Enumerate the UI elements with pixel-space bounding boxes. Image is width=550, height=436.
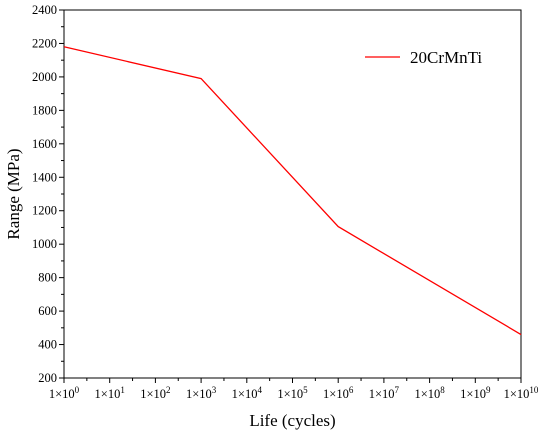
- x-tick-label: 1×106: [323, 385, 354, 401]
- x-tick-exponent: 3: [212, 385, 217, 395]
- y-axis-title: Range (MPa): [4, 148, 23, 239]
- x-tick-label: 1×1010: [504, 385, 539, 401]
- x-tick-label: 1×108: [414, 385, 445, 401]
- x-tick-label: 1×102: [140, 385, 170, 401]
- x-tick-mantissa: 1×10: [504, 387, 530, 401]
- x-tick-label: 1×104: [232, 385, 263, 401]
- axes: 200 400 600 800 1000 1200 1400 1600 1800 2000 2200…: [32, 3, 539, 401]
- legend-label: 20CrMnTi: [410, 48, 482, 67]
- y-tick-label: 1600: [32, 137, 57, 151]
- y-tick-label: 2200: [32, 36, 57, 50]
- y-tick-label: 400: [38, 338, 57, 352]
- x-tick-exponent: 4: [257, 385, 262, 395]
- x-tick-exponent: 1: [120, 385, 125, 395]
- x-tick-mantissa: 1×10: [49, 387, 75, 401]
- x-tick-mantissa: 1×10: [140, 387, 166, 401]
- x-tick-mantissa: 1×10: [460, 387, 486, 401]
- x-tick-mantissa: 1×10: [232, 387, 258, 401]
- y-tick-label: 1800: [32, 103, 57, 117]
- legend: 20CrMnTi: [365, 48, 482, 67]
- y-tick-label: 600: [38, 304, 57, 318]
- series-layer: [63, 46, 522, 336]
- x-tick-label: 1×100: [49, 385, 80, 401]
- x-tick-label: 1×109: [460, 385, 491, 401]
- series-line-20CrMnTi: [63, 46, 522, 336]
- y-tick-label: 200: [38, 371, 57, 385]
- x-tick-label: 1×103: [186, 385, 217, 401]
- y-tick-label: 800: [38, 271, 57, 285]
- y-tick-label: 1000: [32, 237, 57, 251]
- x-axis-title: Life (cycles): [249, 411, 335, 430]
- y-tick-label: 2000: [32, 70, 57, 84]
- y-tick-label: 1400: [32, 170, 57, 184]
- x-tick-label: 1×101: [95, 385, 125, 401]
- x-tick-mantissa: 1×10: [277, 387, 303, 401]
- x-tick-exponent: 10: [529, 385, 539, 395]
- x-tick-mantissa: 1×10: [323, 387, 349, 401]
- x-tick-exponent: 6: [349, 385, 354, 395]
- x-tick-exponent: 7: [395, 385, 400, 395]
- x-tick-mantissa: 1×10: [95, 387, 121, 401]
- x-tick-label: 1×107: [369, 385, 400, 401]
- x-tick-exponent: 8: [440, 385, 445, 395]
- x-tick-mantissa: 1×10: [369, 387, 395, 401]
- x-tick-exponent: 5: [303, 385, 308, 395]
- x-tick-exponent: 9: [486, 385, 491, 395]
- y-tick-label: 1200: [32, 204, 57, 218]
- y-tick-label: 2400: [32, 3, 57, 17]
- x-tick-label: 1×105: [277, 385, 308, 401]
- x-tick-mantissa: 1×10: [186, 387, 212, 401]
- x-tick-exponent: 2: [166, 385, 171, 395]
- x-tick-exponent: 0: [75, 385, 80, 395]
- x-tick-mantissa: 1×10: [414, 387, 440, 401]
